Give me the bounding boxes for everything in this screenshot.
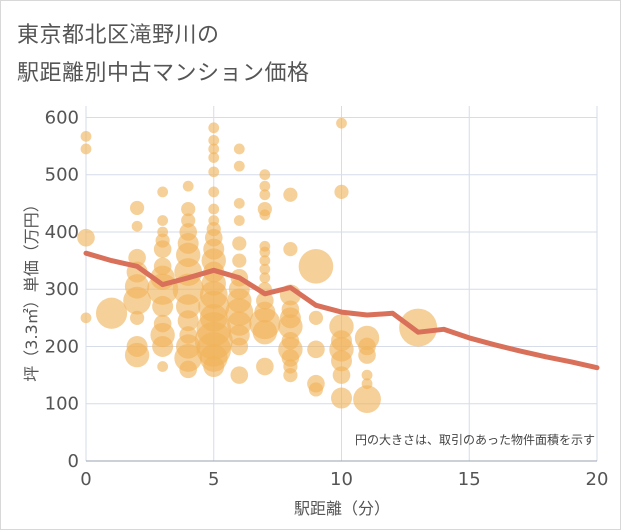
y-tick-label: 600: [45, 107, 79, 128]
data-bubble: [208, 186, 220, 198]
page-title-line1: 東京都北区滝野川の: [17, 23, 220, 48]
data-bubble: [181, 201, 196, 217]
data-bubble: [308, 310, 324, 325]
data-bubble: [252, 319, 278, 345]
y-tick-label: 400: [45, 222, 79, 243]
data-bubble: [152, 335, 174, 357]
data-bubble: [123, 286, 151, 315]
data-bubble: [80, 130, 92, 142]
data-bubble: [283, 187, 298, 202]
data-bubble: [232, 253, 247, 268]
data-bubble: [77, 228, 95, 247]
data-bubble: [307, 340, 325, 359]
data-bubble: [298, 249, 334, 284]
data-bubble: [308, 382, 324, 397]
x-tick-label: 5: [208, 469, 219, 490]
data-bubble: [230, 337, 249, 356]
y-tick-label: 200: [45, 336, 79, 357]
y-tick-label: 0: [68, 451, 79, 472]
y-tick-label: 300: [45, 279, 79, 300]
x-axis-ticks: 0 5 10 15 20: [80, 469, 608, 490]
data-bubble: [233, 143, 245, 155]
data-bubble: [259, 189, 271, 201]
data-bubble: [131, 220, 143, 232]
data-bubble: [182, 180, 194, 192]
data-bubble: [124, 342, 150, 368]
y-tick-label: 100: [45, 394, 79, 415]
data-bubble: [80, 143, 92, 155]
data-bubble: [232, 236, 247, 251]
x-tick-label: 15: [458, 469, 481, 490]
x-tick-label: 10: [330, 469, 353, 490]
data-bubble: [259, 263, 271, 275]
x-tick-label: 20: [586, 469, 609, 490]
data-bubble: [353, 385, 381, 414]
data-bubble: [259, 272, 271, 284]
data-bubble: [259, 180, 271, 192]
data-bubble: [208, 134, 220, 146]
x-axis-title: 駅距離（分）: [294, 499, 390, 518]
trend-line: [83, 250, 600, 371]
data-bubble: [177, 310, 199, 332]
data-bubble: [208, 203, 220, 215]
data-bubble: [179, 360, 197, 379]
data-bubble: [208, 166, 220, 178]
data-bubble: [336, 117, 347, 129]
data-bubble: [130, 200, 145, 216]
data-bubble: [233, 160, 245, 172]
data-bubble: [358, 346, 376, 364]
data-bubble: [233, 197, 245, 209]
data-bubble: [361, 369, 373, 381]
data-bubble: [157, 361, 169, 372]
data-bubble: [331, 387, 352, 409]
data-bubble: [80, 312, 92, 324]
data-bubble: [157, 186, 169, 198]
data-bubble: [283, 242, 298, 257]
data-bubble: [259, 246, 271, 258]
data-bubble: [259, 209, 271, 221]
data-bubble: [157, 215, 169, 226]
data-bubble: [230, 366, 249, 384]
page-title-line2: 駅距離別中古マンション価格: [17, 61, 310, 86]
data-bubble: [334, 184, 349, 199]
data-bubble: [203, 356, 225, 378]
data-bubble: [259, 255, 271, 266]
data-bubble: [256, 357, 274, 376]
data-bubble: [152, 295, 174, 317]
y-axis-ticks: 0 100 200 300 400 500 600: [45, 107, 79, 472]
data-bubble: [128, 248, 146, 267]
data-bubble: [208, 152, 220, 163]
data-bubble: [208, 122, 220, 134]
y-axis-title: 坪（3.3㎡）単価（万円）: [22, 196, 41, 381]
data-bubble: [153, 240, 172, 258]
x-tick-label: 0: [80, 469, 91, 490]
data-bubble: [130, 310, 145, 325]
data-bubble: [332, 366, 351, 384]
data-bubble: [259, 169, 271, 181]
data-bubble: [278, 314, 303, 339]
data-bubble: [208, 143, 220, 155]
size-legend-note: 円の大きさは、取引のあった物件面積を示す: [355, 432, 595, 447]
data-bubble: [331, 350, 352, 372]
y-tick-label: 500: [45, 165, 79, 186]
data-bubble: [95, 297, 128, 329]
data-bubble: [283, 368, 298, 383]
data-bubble: [399, 308, 438, 347]
data-bubble: [233, 215, 245, 226]
